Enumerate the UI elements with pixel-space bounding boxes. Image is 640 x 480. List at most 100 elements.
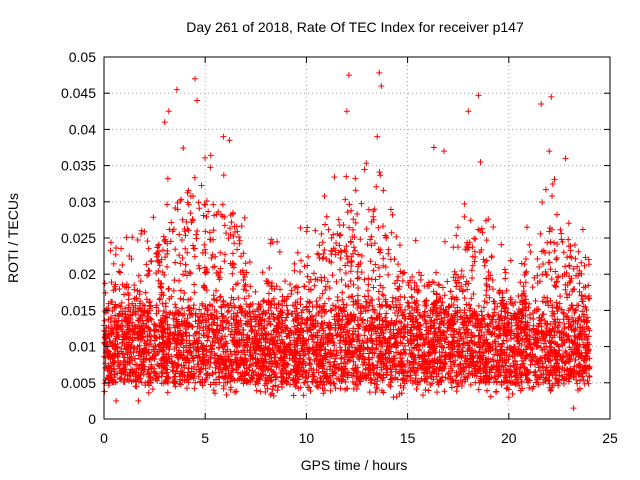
data-point <box>565 236 572 243</box>
data-point <box>564 313 571 320</box>
data-point <box>331 174 338 181</box>
data-point <box>458 383 465 390</box>
data-point <box>379 291 386 298</box>
data-point <box>164 321 171 328</box>
data-point <box>108 239 115 246</box>
data-point <box>480 304 487 311</box>
data-point <box>571 241 578 248</box>
data-point <box>523 224 530 231</box>
data-point <box>213 287 220 294</box>
data-point <box>552 268 559 275</box>
data-point <box>444 278 451 285</box>
data-point <box>222 251 229 258</box>
data-point <box>196 265 203 272</box>
data-point <box>263 336 270 343</box>
data-point <box>172 246 179 253</box>
data-point <box>420 392 427 399</box>
data-point <box>291 284 298 291</box>
data-point <box>375 354 382 361</box>
data-point <box>246 259 253 266</box>
data-point <box>454 316 461 323</box>
data-point <box>183 385 190 392</box>
data-point <box>404 337 411 344</box>
data-point <box>332 303 339 310</box>
data-point <box>395 286 402 293</box>
data-point <box>102 360 109 367</box>
data-point <box>453 232 460 239</box>
data-point <box>298 257 305 264</box>
data-point <box>242 260 249 267</box>
data-point <box>227 384 234 391</box>
data-point <box>160 233 167 240</box>
data-point <box>201 332 208 339</box>
data-point <box>269 386 276 393</box>
data-point <box>141 228 148 235</box>
data-point <box>567 277 574 284</box>
data-point <box>573 376 580 383</box>
data-point <box>380 262 387 269</box>
data-point <box>229 250 236 257</box>
data-point <box>562 263 569 270</box>
data-point <box>551 247 558 254</box>
data-point <box>202 154 209 161</box>
data-point <box>366 389 373 396</box>
data-point <box>490 358 497 365</box>
data-point <box>342 262 349 269</box>
data-point <box>375 288 382 295</box>
data-point <box>118 299 125 306</box>
data-point <box>378 387 385 394</box>
data-point <box>207 164 214 171</box>
data-points <box>101 69 593 412</box>
data-point <box>229 270 236 277</box>
data-point <box>369 296 376 303</box>
data-point <box>475 226 482 233</box>
data-point <box>168 219 175 226</box>
data-point <box>330 231 337 238</box>
data-point <box>380 223 387 230</box>
data-point <box>518 260 525 267</box>
data-point <box>291 267 298 274</box>
data-point <box>368 314 375 321</box>
data-point <box>201 201 208 208</box>
data-point <box>216 373 223 380</box>
data-point <box>583 306 590 313</box>
data-point <box>166 285 173 292</box>
data-point <box>368 233 375 240</box>
data-point <box>200 212 207 219</box>
data-point <box>119 281 126 288</box>
data-point <box>475 386 482 393</box>
data-point <box>210 201 217 208</box>
data-point <box>441 338 448 345</box>
data-point <box>145 389 152 396</box>
data-point <box>541 294 548 301</box>
data-point <box>502 275 509 282</box>
data-point <box>483 237 490 244</box>
data-point <box>343 243 350 250</box>
data-point <box>534 272 541 279</box>
data-point <box>421 308 428 315</box>
data-point <box>433 269 440 276</box>
data-point <box>235 233 242 240</box>
data-point <box>135 272 142 279</box>
data-point <box>238 253 245 260</box>
data-point <box>400 334 407 341</box>
data-point <box>483 275 490 282</box>
data-point <box>211 263 218 270</box>
data-point <box>551 176 558 183</box>
data-point <box>507 257 514 264</box>
data-point <box>346 224 353 231</box>
data-point <box>444 327 451 334</box>
data-point <box>468 295 475 302</box>
data-point <box>327 306 334 313</box>
data-point <box>186 332 193 339</box>
data-point <box>553 299 560 306</box>
data-point <box>350 244 357 251</box>
data-point <box>241 295 248 302</box>
data-point <box>375 224 382 231</box>
data-point <box>191 385 198 392</box>
data-point <box>368 376 375 383</box>
data-point <box>409 273 416 280</box>
data-point <box>490 286 497 293</box>
data-point <box>338 276 345 283</box>
